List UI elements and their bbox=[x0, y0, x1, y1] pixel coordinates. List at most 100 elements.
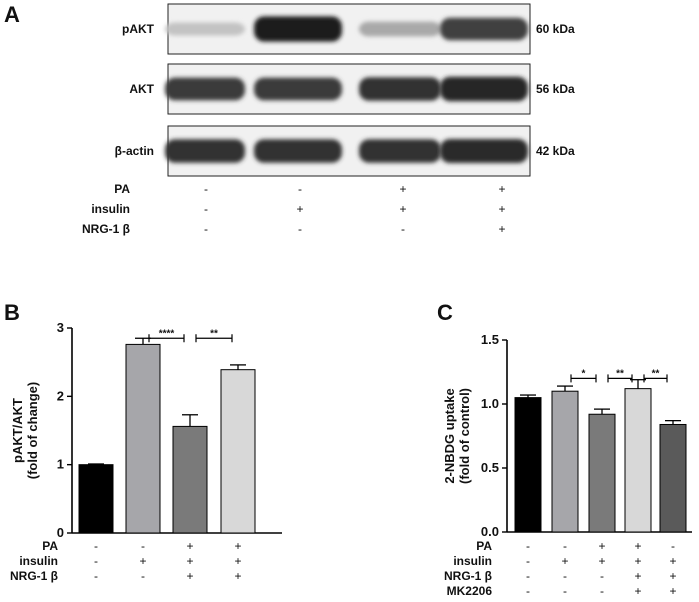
bar bbox=[78, 464, 114, 534]
treatment-sign: - bbox=[600, 584, 604, 598]
treatment-sign: + bbox=[186, 569, 193, 583]
treatment-sign: + bbox=[561, 554, 568, 568]
significance-label: ** bbox=[652, 368, 660, 379]
treatment-label: MK2206 bbox=[447, 584, 493, 598]
bar bbox=[551, 390, 579, 533]
significance-label: * bbox=[582, 368, 586, 379]
blot-label: AKT bbox=[129, 82, 154, 96]
treatment-label: PA bbox=[476, 539, 492, 553]
treatment-sign: - bbox=[94, 539, 98, 553]
bar bbox=[172, 425, 208, 534]
treatment-sign: + bbox=[634, 554, 641, 568]
blot-band bbox=[440, 138, 528, 164]
treatment-sign: - bbox=[526, 584, 530, 598]
y-tick-label: 1.5 bbox=[481, 332, 499, 347]
y-axis-label: pAKT/AKT(fold of change) bbox=[10, 382, 40, 480]
treatment-label: PA bbox=[42, 539, 58, 553]
treatment-sign: - bbox=[401, 222, 405, 236]
panel-c-letter: C bbox=[437, 300, 453, 325]
treatment-sign: + bbox=[296, 202, 303, 216]
blot-size-label: 56 kDa bbox=[536, 82, 575, 96]
blot-band bbox=[254, 139, 342, 163]
treatment-sign: - bbox=[671, 539, 675, 553]
blot-size-label: 60 kDa bbox=[536, 22, 575, 36]
blot-size-label: 42 kDa bbox=[536, 144, 575, 158]
treatment-sign: - bbox=[298, 222, 302, 236]
treatment-sign: + bbox=[399, 182, 406, 196]
nbdg-uptake-bar-chart: 0.0 0.5 1.0 1.5 2-NBDG uptake(fold of contro… bbox=[442, 332, 692, 598]
blot-band bbox=[359, 77, 441, 101]
treatment-label: NRG-1 β bbox=[444, 569, 492, 583]
blot-band bbox=[254, 77, 342, 101]
treatment-sign: - bbox=[204, 182, 208, 196]
treatment-sign: + bbox=[598, 554, 605, 568]
significance-label: ** bbox=[616, 368, 624, 379]
y-tick-label: 1.0 bbox=[481, 396, 499, 411]
treatment-sign: + bbox=[234, 569, 241, 583]
treatment-sign: + bbox=[669, 569, 676, 583]
treatment-sign: + bbox=[634, 569, 641, 583]
treatment-sign: + bbox=[399, 202, 406, 216]
y-tick-label: 0.5 bbox=[481, 460, 499, 475]
treatment-sign: + bbox=[498, 182, 505, 196]
treatment-sign: - bbox=[141, 569, 145, 583]
treatment-label: NRG-1 β bbox=[10, 569, 58, 583]
treatment-sign: + bbox=[669, 584, 676, 598]
panel-a-letter: A bbox=[4, 2, 20, 27]
treatment-sign: + bbox=[669, 554, 676, 568]
treatment-sign: - bbox=[563, 569, 567, 583]
treatment-sign: - bbox=[563, 539, 567, 553]
bar bbox=[220, 369, 256, 534]
treatment-sign: - bbox=[94, 569, 98, 583]
significance-label: **** bbox=[159, 328, 175, 339]
blot-band bbox=[165, 139, 245, 163]
panel-b-letter: B bbox=[4, 300, 20, 325]
western-blot-panel: pAKT 60 kDa AKT 56 kDa β-actin 42 kDa PA - - + + in… bbox=[82, 3, 575, 236]
treatment-sign: - bbox=[526, 539, 530, 553]
blot-band bbox=[165, 22, 245, 36]
treatment-sign: - bbox=[526, 554, 530, 568]
treatment-sign: + bbox=[634, 584, 641, 598]
treatment-sign: - bbox=[526, 569, 530, 583]
treatment-sign: + bbox=[234, 539, 241, 553]
treatment-sign: + bbox=[498, 222, 505, 236]
treatment-sign: + bbox=[186, 554, 193, 568]
treatment-sign: + bbox=[634, 539, 641, 553]
y-tick-label: 0 bbox=[57, 525, 64, 540]
blot-band bbox=[165, 77, 245, 101]
treatment-sign: - bbox=[94, 554, 98, 568]
blot-label: pAKT bbox=[122, 22, 155, 36]
bar bbox=[125, 343, 161, 534]
treatment-sign: - bbox=[298, 182, 302, 196]
y-tick-label: 3 bbox=[57, 320, 64, 335]
treatment-sign: - bbox=[204, 202, 208, 216]
treatment-label: insulin bbox=[19, 554, 58, 568]
bar bbox=[588, 413, 616, 533]
treatment-sign: - bbox=[204, 222, 208, 236]
treatment-sign: + bbox=[598, 539, 605, 553]
treatment-sign: - bbox=[600, 569, 604, 583]
treatment-sign: - bbox=[563, 584, 567, 598]
bar bbox=[624, 388, 652, 533]
y-tick-label: 0.0 bbox=[481, 524, 499, 539]
bar bbox=[659, 423, 687, 533]
y-tick-label: 1 bbox=[57, 457, 64, 472]
blot-band bbox=[254, 16, 342, 42]
treatment-sign: + bbox=[186, 539, 193, 553]
blot-band bbox=[359, 21, 441, 37]
blot-band bbox=[359, 139, 441, 163]
y-axis-label: 2-NBDG uptake(fold of control) bbox=[442, 388, 472, 484]
blot-band bbox=[440, 17, 528, 41]
treatment-sign: + bbox=[234, 554, 241, 568]
y-tick-label: 2 bbox=[57, 388, 64, 403]
treatment-sign: - bbox=[141, 539, 145, 553]
blot-band bbox=[440, 76, 528, 102]
significance-label: ** bbox=[210, 328, 218, 339]
treatment-label: NRG-1 β bbox=[82, 222, 130, 236]
treatment-label: insulin bbox=[453, 554, 492, 568]
treatment-sign: + bbox=[139, 554, 146, 568]
treatment-label: PA bbox=[114, 182, 130, 196]
treatment-sign: + bbox=[498, 202, 505, 216]
